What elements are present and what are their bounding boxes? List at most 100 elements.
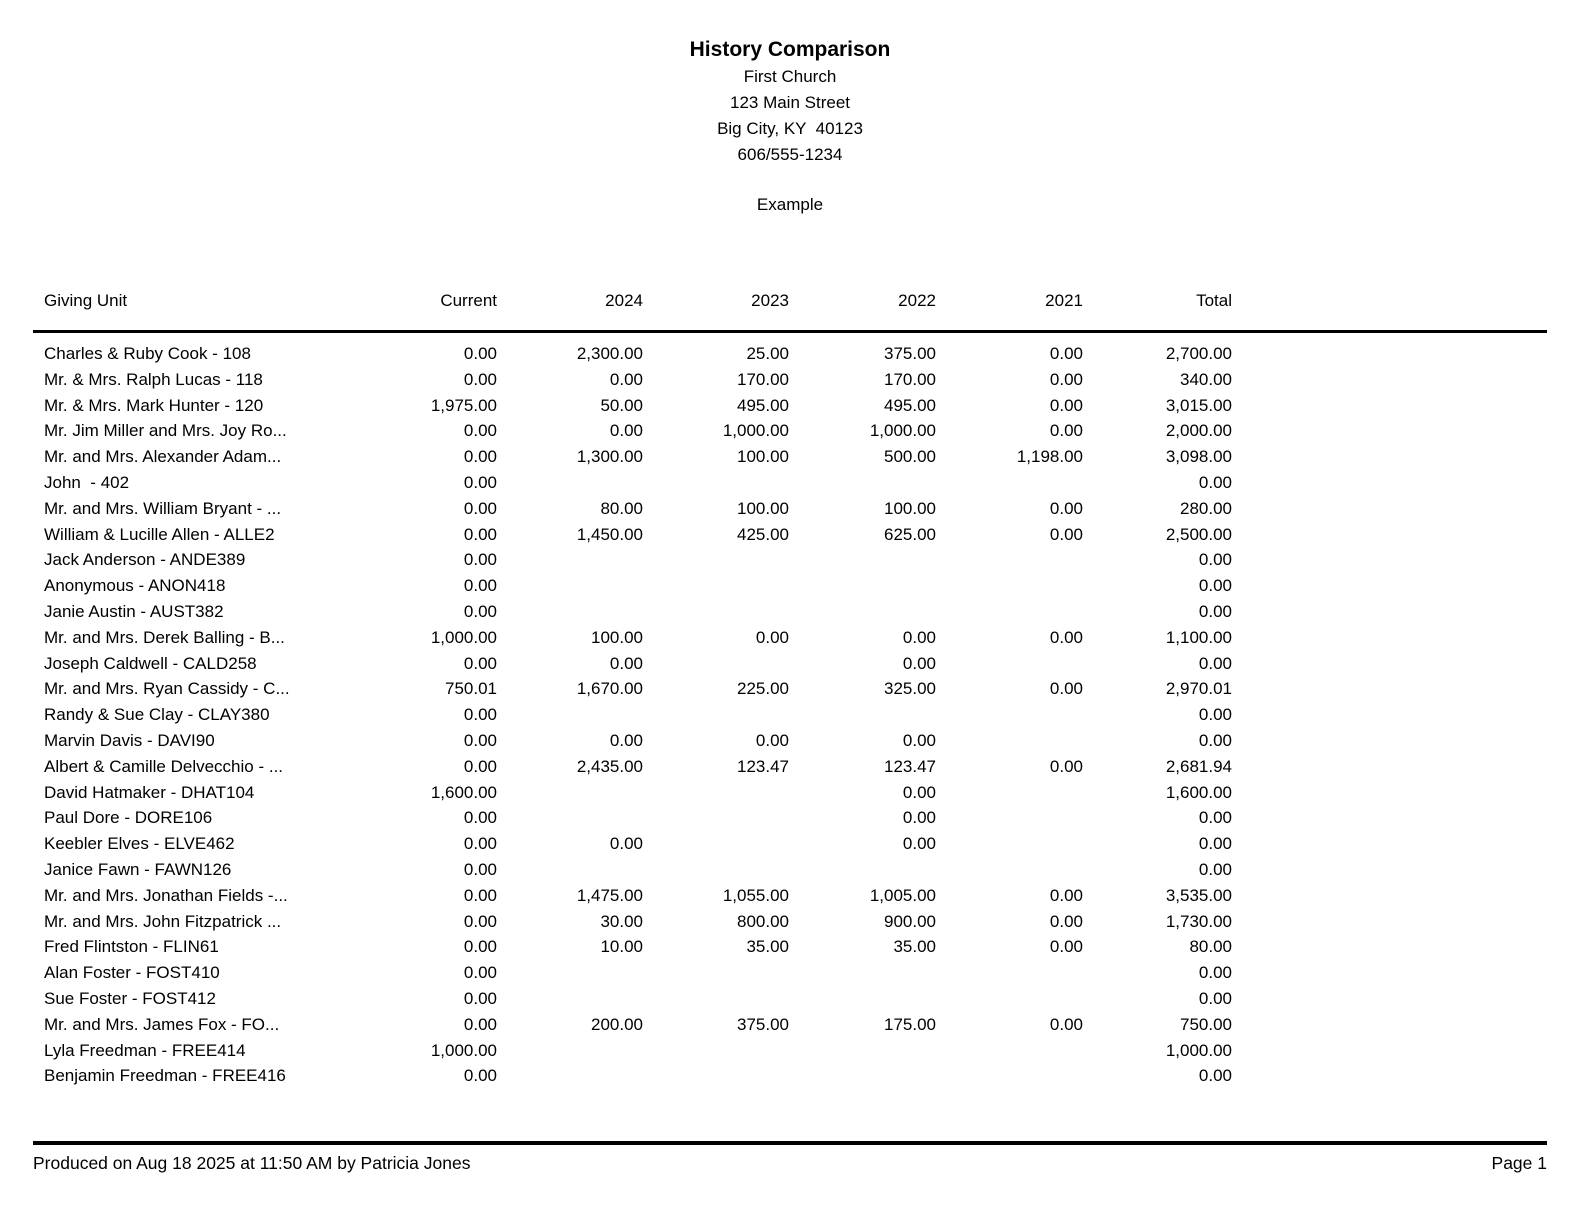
giving-unit-cell: Marvin Davis - DAVI90 bbox=[44, 730, 215, 750]
table-row: Charles & Ruby Cook - 108 0.00 2,300.00 25.… bbox=[33, 332, 1547, 367]
amount-cell: 0.00 bbox=[902, 627, 936, 647]
amount-cell bbox=[643, 986, 789, 1012]
amount-cell bbox=[936, 470, 1083, 496]
amount-cell: 123.47 bbox=[884, 756, 936, 776]
spacer-cell bbox=[1232, 393, 1547, 419]
table-row: John - 402 0.00 0.00 bbox=[33, 470, 1547, 496]
amount-cell: 1,670.00 bbox=[576, 679, 643, 699]
spacer-cell bbox=[1232, 444, 1547, 470]
page-number: Page 1 bbox=[1491, 1153, 1547, 1173]
amount-cell bbox=[643, 805, 789, 831]
amount-cell: 2,500.00 bbox=[1165, 524, 1232, 544]
amount-cell bbox=[497, 1038, 643, 1064]
giving-unit-cell: John - 402 bbox=[44, 472, 130, 492]
spacer-cell bbox=[1232, 780, 1547, 806]
table-row: Jack Anderson - ANDE389 0.00 0.00 bbox=[33, 547, 1547, 573]
amount-cell: 10.00 bbox=[600, 937, 643, 957]
amount-cell: 0.00 bbox=[1049, 395, 1083, 415]
table-row: Mr. and Mrs. William Bryant - ... 0.00 80.… bbox=[33, 496, 1547, 522]
spacer-cell bbox=[1232, 1038, 1547, 1064]
amount-cell bbox=[497, 960, 643, 986]
amount-cell: 0.00 bbox=[755, 627, 789, 647]
amount-cell: 175.00 bbox=[884, 1014, 936, 1034]
amount-cell: 280.00 bbox=[1180, 498, 1232, 518]
column-header-2023: 2023 bbox=[643, 288, 789, 333]
table-row: William & Lucille Allen - ALLE2 0.00 1,450… bbox=[33, 522, 1547, 548]
amount-cell: 0.00 bbox=[463, 756, 497, 776]
spacer-cell bbox=[1232, 831, 1547, 857]
amount-cell: 0.00 bbox=[463, 653, 497, 673]
amount-cell bbox=[643, 547, 789, 573]
spacer-cell bbox=[1232, 728, 1547, 754]
giving-unit-cell: Mr. and Mrs. Jonathan Fields -... bbox=[44, 885, 288, 905]
amount-cell: 80.00 bbox=[600, 498, 643, 518]
amount-cell: 0.00 bbox=[609, 730, 643, 750]
table-row: Keebler Elves - ELVE462 0.00 0.00 0.00 0.00 bbox=[33, 831, 1547, 857]
amount-cell: 1,055.00 bbox=[722, 885, 789, 905]
amount-cell: 800.00 bbox=[737, 911, 789, 931]
produced-by-text: Produced on Aug 18 2025 at 11:50 AM by P… bbox=[33, 1153, 471, 1173]
amount-cell: 1,000.00 bbox=[722, 421, 789, 441]
spacer-cell bbox=[1232, 418, 1547, 444]
spacer-cell bbox=[1232, 986, 1547, 1012]
amount-cell bbox=[643, 470, 789, 496]
amount-cell bbox=[643, 831, 789, 857]
amount-cell bbox=[936, 986, 1083, 1012]
amount-cell bbox=[643, 857, 789, 883]
amount-cell bbox=[497, 573, 643, 599]
spacer-cell bbox=[1232, 547, 1547, 573]
amount-cell: 0.00 bbox=[1198, 705, 1232, 725]
table-row: Fred Flintston - FLIN61 0.00 10.00 35.00 35.… bbox=[33, 934, 1547, 960]
amount-cell: 0.00 bbox=[463, 859, 497, 879]
amount-cell: 495.00 bbox=[884, 395, 936, 415]
giving-unit-cell: Mr. and Mrs. Derek Balling - B... bbox=[44, 627, 285, 647]
amount-cell: 0.00 bbox=[463, 988, 497, 1008]
phone-number: 606/555-1234 bbox=[737, 145, 843, 164]
amount-cell: 0.00 bbox=[463, 1014, 497, 1034]
amount-cell: 1,198.00 bbox=[1016, 447, 1083, 467]
amount-cell bbox=[643, 599, 789, 625]
giving-unit-cell: Mr. & Mrs. Ralph Lucas - 118 bbox=[44, 369, 263, 389]
amount-cell bbox=[497, 857, 643, 883]
column-header-2021: 2021 bbox=[936, 288, 1083, 333]
spacer-cell bbox=[1232, 573, 1547, 599]
amount-cell: 0.00 bbox=[1049, 421, 1083, 441]
giving-unit-cell: Lyla Freedman - FREE414 bbox=[44, 1040, 246, 1060]
amount-cell bbox=[789, 1063, 936, 1089]
amount-cell bbox=[643, 702, 789, 728]
amount-cell bbox=[643, 1038, 789, 1064]
table-row: David Hatmaker - DHAT104 1,600.00 0.00 1,60… bbox=[33, 780, 1547, 806]
spacer-cell bbox=[1232, 857, 1547, 883]
amount-cell: 0.00 bbox=[1198, 963, 1232, 983]
amount-cell: 100.00 bbox=[737, 498, 789, 518]
amount-cell: 325.00 bbox=[884, 679, 936, 699]
report-footer: Produced on Aug 18 2025 at 11:50 AM by P… bbox=[33, 1141, 1547, 1176]
amount-cell: 1,300.00 bbox=[576, 447, 643, 467]
amount-cell: 0.00 bbox=[463, 1066, 497, 1086]
address-city-state-zip: Big City, KY 40123 bbox=[717, 119, 863, 138]
amount-cell: 1,000.00 bbox=[1165, 1040, 1232, 1060]
table-row: Randy & Sue Clay - CLAY380 0.00 0.00 bbox=[33, 702, 1547, 728]
column-header-2022: 2022 bbox=[789, 288, 936, 333]
amount-cell: 1,975.00 bbox=[430, 395, 497, 415]
amount-cell bbox=[936, 1063, 1083, 1089]
amount-cell: 0.00 bbox=[463, 808, 497, 828]
giving-unit-cell: Albert & Camille Delvecchio - ... bbox=[44, 756, 284, 776]
table-row: Alan Foster - FOST410 0.00 0.00 bbox=[33, 960, 1547, 986]
giving-unit-cell: Mr. Jim Miller and Mrs. Joy Ro... bbox=[44, 421, 287, 441]
table-row: Mr. and Mrs. John Fitzpatrick ... 0.00 30.… bbox=[33, 909, 1547, 935]
amount-cell bbox=[497, 805, 643, 831]
amount-cell: 495.00 bbox=[737, 395, 789, 415]
column-header-giving-unit: Giving Unit bbox=[33, 288, 403, 333]
amount-cell: 425.00 bbox=[737, 524, 789, 544]
spacer-cell bbox=[1232, 676, 1547, 702]
amount-cell: 0.00 bbox=[1198, 808, 1232, 828]
amount-cell: 0.00 bbox=[902, 730, 936, 750]
address-street: 123 Main Street bbox=[729, 93, 850, 112]
spacer-cell bbox=[1232, 367, 1547, 393]
table-row: Anonymous - ANON418 0.00 0.00 bbox=[33, 573, 1547, 599]
amount-cell: 0.00 bbox=[1198, 653, 1232, 673]
amount-cell: 375.00 bbox=[737, 1014, 789, 1034]
amount-cell: 1,000.00 bbox=[869, 421, 936, 441]
table-row: Janice Fawn - FAWN126 0.00 0.00 bbox=[33, 857, 1547, 883]
